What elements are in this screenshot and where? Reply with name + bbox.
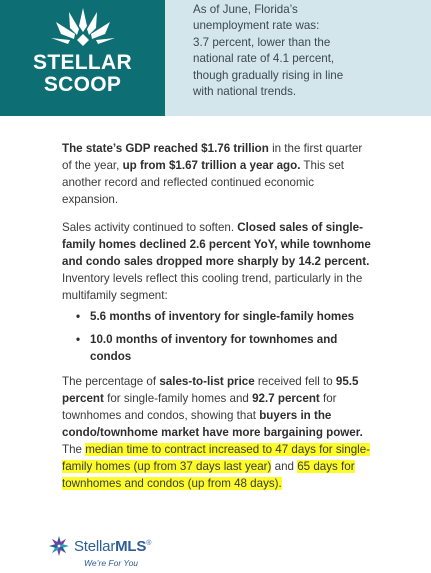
- gdp-paragraph: The state’s GDP reached $1.76 trillion i…: [62, 140, 372, 208]
- article-body: The state’s GDP reached $1.76 trillion i…: [62, 140, 372, 503]
- sales-bold: Closed sales of single-family homes decl…: [62, 221, 371, 268]
- inventory-list: 5.6 months of inventory for single-famil…: [76, 308, 372, 365]
- registered-mark: ®: [146, 539, 152, 547]
- stellar-scoop-logo: STELLAR SCOOP: [0, 0, 165, 116]
- stellar-mls-logo: StellarMLS®: [48, 535, 151, 557]
- text-run: received fell to: [254, 375, 336, 388]
- gdp-prior-bold: up from $1.67 trillion a year ago.: [122, 159, 301, 172]
- callout-line: unemployment rate was:: [193, 19, 320, 33]
- list-item: 10.0 months of inventory for townhomes a…: [76, 331, 372, 365]
- gdp-bold: The state’s GDP reached $1.76 trillion: [62, 142, 269, 155]
- text-run: and: [271, 460, 298, 473]
- text-run: for single-family homes and: [103, 392, 253, 405]
- brand-name: StellarMLS®: [74, 538, 151, 555]
- star-burst-icon: [51, 8, 115, 46]
- sales-text-end: Inventory levels reflect this cooling tr…: [62, 272, 363, 302]
- sales-paragraph: Sales activity continued to soften. Clos…: [62, 219, 372, 304]
- list-item: 5.6 months of inventory for single-famil…: [76, 308, 372, 325]
- bold-run: 95.5 percent: [62, 375, 359, 405]
- brand-light: Stellar: [74, 537, 116, 555]
- text-run: for townhomes and condos, showing that: [62, 392, 337, 422]
- callout-line: 3.7 percent, lower than the: [193, 35, 331, 49]
- sales-intro: Sales activity continued to soften.: [62, 221, 238, 234]
- bold-run: buyers in the condo/townhome market have…: [62, 409, 363, 439]
- unemployment-callout: As of June, Florida’s unemployment rate …: [165, 0, 431, 116]
- bold-run: 92.7 percent: [252, 392, 320, 405]
- logo-word-stellar: STELLAR: [33, 51, 132, 74]
- callout-line: though gradually rising in line: [193, 68, 344, 82]
- sales-to-list-paragraph: The percentage of sales-to-list price re…: [62, 373, 372, 492]
- brand-bold: MLS: [115, 537, 147, 555]
- gdp-text: in the first quarter of the year,: [62, 142, 363, 172]
- brand-tagline: We’re For You: [84, 558, 139, 568]
- text-run: The percentage of: [62, 375, 160, 388]
- callout-line: As of June, Florida’s: [193, 3, 298, 16]
- gdp-text-end: This set another record and reflected co…: [62, 159, 345, 206]
- header-banner: STELLAR SCOOP As of June, Florida’s unem…: [0, 0, 431, 116]
- star-flower-icon: [49, 536, 69, 556]
- callout-line: national rate of 4.1 percent,: [193, 52, 335, 66]
- logo-word-scoop: SCOOP: [43, 73, 122, 96]
- callout-line: with national trends.: [193, 85, 297, 99]
- text-run: The: [62, 443, 86, 456]
- bold-run: sales-to-list price: [159, 375, 255, 388]
